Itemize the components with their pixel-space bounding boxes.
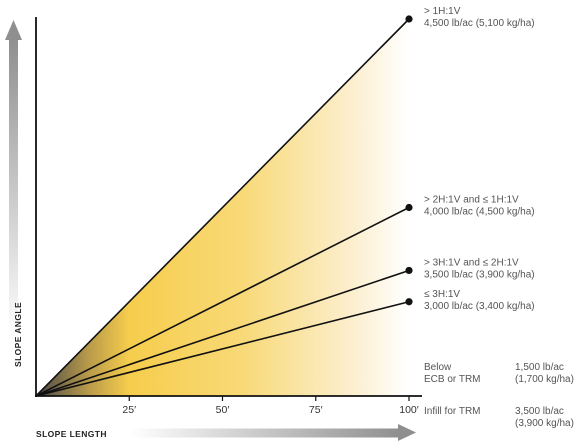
note-below-rate: 1,500 lb/ac xyxy=(515,362,564,373)
series-rate-4: 3,000 lb/ac (3,400 kg/ha) xyxy=(424,301,535,312)
series-line-2 xyxy=(35,206,410,397)
note-below-label-2: ECB or TRM xyxy=(424,374,481,385)
series-line-3 xyxy=(35,269,410,397)
note-infill-rate-2: (3,900 kg/ha) xyxy=(515,418,574,429)
x-axis-title: SLOPE LENGTH xyxy=(36,429,107,439)
series-label-3: > 3H:1V and ≤ 2H:1V xyxy=(424,257,519,268)
x-tick-label: 25′ xyxy=(122,404,136,416)
series-label-4: ≤ 3H:1V xyxy=(424,289,460,300)
note-below-label: Below xyxy=(424,362,452,373)
y-direction-arrow xyxy=(5,20,22,338)
series-endpoint-1 xyxy=(405,15,413,23)
x-tick-label: 50′ xyxy=(216,404,230,416)
note-below-rate-2: (1,700 kg/ha) xyxy=(515,374,574,385)
series-label-2: > 2H:1V and ≤ 1H:1V xyxy=(424,195,519,206)
y-axis-title: SLOPE ANGLE xyxy=(13,302,23,367)
note-infill-rate: 3,500 lb/ac xyxy=(515,406,564,417)
series-endpoint-2 xyxy=(405,203,413,212)
x-tick-label: 75′ xyxy=(309,404,323,416)
series-line-4 xyxy=(35,300,410,397)
series-rate-2: 4,000 lb/ac (4,500 kg/ha) xyxy=(424,207,535,218)
x-tick-label: 100′ xyxy=(399,404,419,416)
series-label-1: > 1H:1V xyxy=(424,6,461,17)
series-line-1 xyxy=(35,18,410,397)
series-rate-3: 3,500 lb/ac (3,900 kg/ha) xyxy=(424,269,535,280)
series-endpoint-4 xyxy=(405,298,413,306)
series-rate-1: 4,500 lb/ac (5,100 kg/ha) xyxy=(424,18,535,29)
series-endpoint-3 xyxy=(405,266,413,275)
x-direction-arrow xyxy=(130,424,416,441)
note-infill-label: Infill for TRM xyxy=(424,406,481,417)
